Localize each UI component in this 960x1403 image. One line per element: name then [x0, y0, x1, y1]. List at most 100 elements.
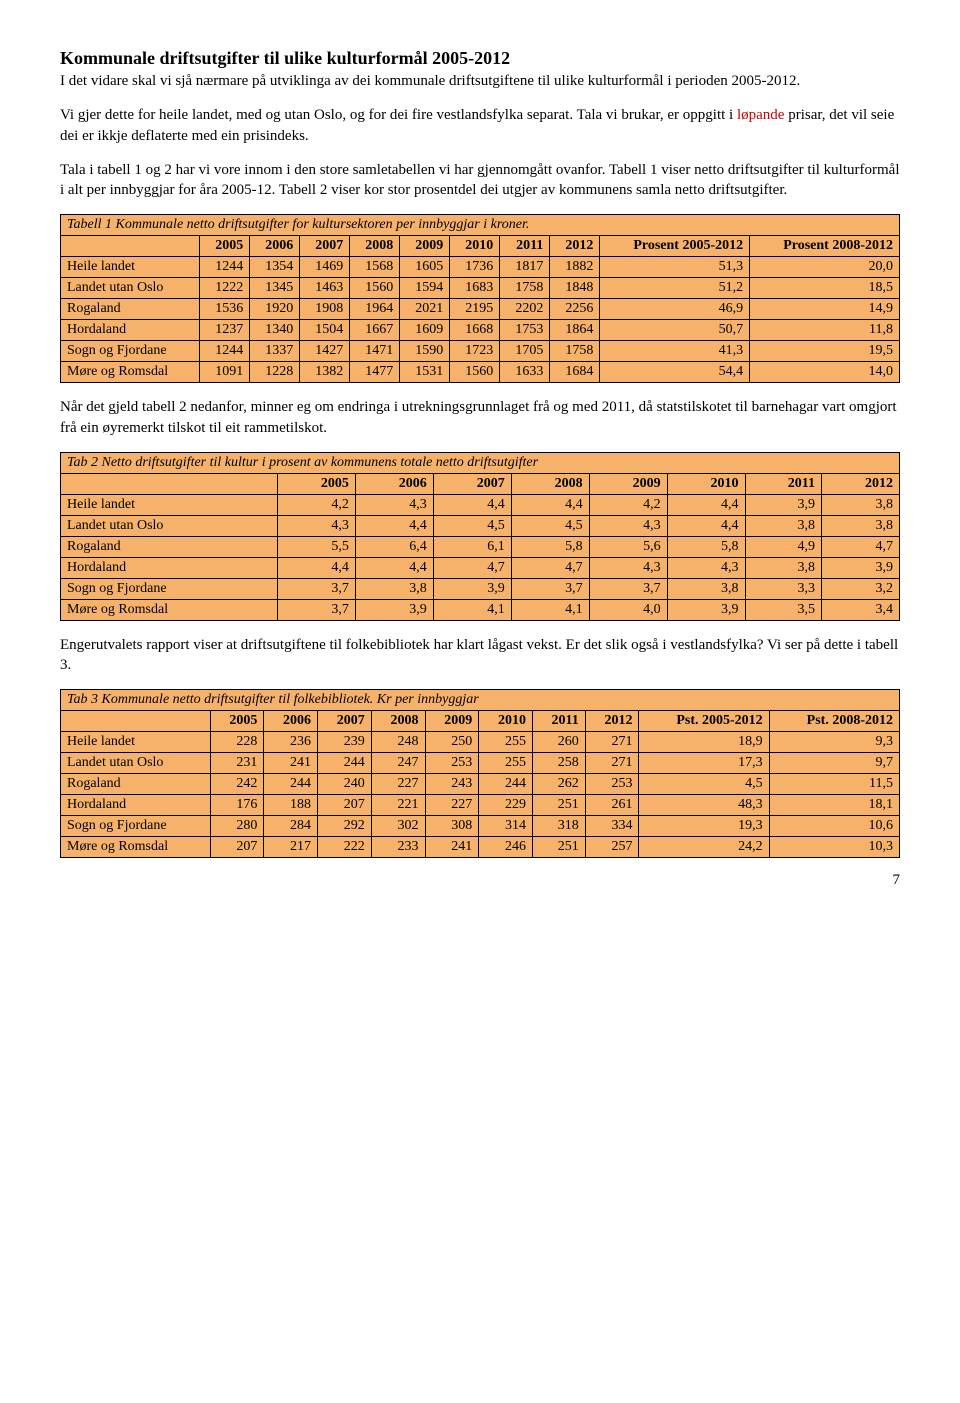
table-2-cell: 6,4 — [355, 536, 433, 557]
table-1-cell: 1354 — [250, 257, 300, 278]
table-2: Tab 2 Netto driftsutgifter til kultur i … — [60, 452, 900, 621]
table-1-cell: 1244 — [200, 341, 250, 362]
table-2-cell: 3,9 — [822, 557, 900, 578]
table-3-cell: 247 — [371, 753, 425, 774]
table-2-header-blank — [61, 473, 278, 494]
table-1-row: Landet utan Oslo122213451463156015941683… — [61, 278, 900, 299]
table-2-row: Landet utan Oslo4,34,44,54,54,34,43,83,8 — [61, 515, 900, 536]
table-3-cell: 257 — [585, 837, 639, 858]
table-3-row-label: Rogaland — [61, 774, 211, 795]
table-2-cell: 4,4 — [277, 557, 355, 578]
table-1-cell: 14,0 — [750, 362, 900, 383]
table-2-year: 2007 — [433, 473, 511, 494]
table-3-cell: 10,3 — [769, 837, 899, 858]
table-3-cell: 233 — [371, 837, 425, 858]
table-3-header-blank — [61, 711, 211, 732]
table-2-caption-row: Tab 2 Netto driftsutgifter til kultur i … — [61, 452, 900, 473]
table-2-cell: 3,7 — [589, 578, 667, 599]
table-3-cell: 255 — [479, 732, 533, 753]
table-1-cell: 1736 — [450, 257, 500, 278]
table-3-caption: Tab 3 Kommunale netto driftsutgifter til… — [61, 690, 900, 711]
table-1-row: Heile landet1244135414691568160517361817… — [61, 257, 900, 278]
table-2-caption: Tab 2 Netto driftsutgifter til kultur i … — [61, 452, 900, 473]
table-1-extra-header: Prosent 2008-2012 — [750, 236, 900, 257]
table-2-cell: 4,4 — [355, 557, 433, 578]
table-2-row: Møre og Romsdal3,73,94,14,14,03,93,53,4 — [61, 599, 900, 620]
table-2-cell: 5,6 — [589, 536, 667, 557]
table-2-cell: 3,8 — [667, 578, 745, 599]
table-2-cell: 3,8 — [822, 494, 900, 515]
table-2-cell: 4,5 — [511, 515, 589, 536]
table-2-year: 2011 — [745, 473, 821, 494]
table-3-cell: 244 — [264, 774, 318, 795]
table-1-row-label: Heile landet — [61, 257, 200, 278]
table-3-cell: 253 — [425, 753, 479, 774]
table-1-cell: 2202 — [500, 299, 550, 320]
table-2-row: Rogaland5,56,46,15,85,65,84,94,7 — [61, 536, 900, 557]
table-3-cell: 221 — [371, 795, 425, 816]
table-3-cell: 11,5 — [769, 774, 899, 795]
table-1-cell: 1463 — [300, 278, 350, 299]
table-1-cell: 1723 — [450, 341, 500, 362]
table-2-cell: 4,2 — [277, 494, 355, 515]
table-3-caption-row: Tab 3 Kommunale netto driftsutgifter til… — [61, 690, 900, 711]
table-1-cell: 14,9 — [750, 299, 900, 320]
table-3-year: 2006 — [264, 711, 318, 732]
table-1-cell: 41,3 — [600, 341, 750, 362]
table-1-cell: 1758 — [500, 278, 550, 299]
table-3-cell: 258 — [532, 753, 585, 774]
table-1-cell: 1531 — [400, 362, 450, 383]
table-2-cell: 5,8 — [511, 536, 589, 557]
table-1-cell: 1345 — [250, 278, 300, 299]
table-2-year: 2005 — [277, 473, 355, 494]
table-1-row: Møre og Romsdal1091122813821477153115601… — [61, 362, 900, 383]
table-3-cell: 24,2 — [639, 837, 769, 858]
table-1-cell: 1337 — [250, 341, 300, 362]
table-1-row: Sogn og Fjordane124413371427147115901723… — [61, 341, 900, 362]
table-3-cell: 19,3 — [639, 816, 769, 837]
table-3-cell: 280 — [210, 816, 264, 837]
table-2-cell: 4,7 — [433, 557, 511, 578]
table-1-cell: 1705 — [500, 341, 550, 362]
table-2-cell: 3,7 — [277, 578, 355, 599]
table-3-cell: 246 — [479, 837, 533, 858]
table-1-extra-header: Prosent 2005-2012 — [600, 236, 750, 257]
table-3-row-label: Landet utan Oslo — [61, 753, 211, 774]
table-2-cell: 3,8 — [745, 557, 821, 578]
table-3-cell: 308 — [425, 816, 479, 837]
table-1-row-label: Møre og Romsdal — [61, 362, 200, 383]
page-title: Kommunale driftsutgifter til ulike kultu… — [60, 48, 900, 69]
mid-paragraph-1: Når det gjeld tabell 2 nedanfor, minner … — [60, 397, 900, 438]
table-1-cell: 54,4 — [600, 362, 750, 383]
table-3-cell: 18,9 — [639, 732, 769, 753]
table-1-row: Rogaland15361920190819642021219522022256… — [61, 299, 900, 320]
table-1-cell: 11,8 — [750, 320, 900, 341]
table-1-cell: 18,5 — [750, 278, 900, 299]
page-number: 7 — [60, 872, 900, 889]
table-2-cell: 4,4 — [355, 515, 433, 536]
table-3-cell: 251 — [532, 795, 585, 816]
table-1: Tabell 1 Kommunale netto driftsutgifter … — [60, 214, 900, 383]
table-2-row-label: Heile landet — [61, 494, 278, 515]
table-1-cell: 1504 — [300, 320, 350, 341]
intro-paragraph-3: Tala i tabell 1 og 2 har vi vore innom i… — [60, 160, 900, 201]
table-1-cell: 1683 — [450, 278, 500, 299]
table-2-cell: 4,7 — [822, 536, 900, 557]
table-3-cell: 334 — [585, 816, 639, 837]
table-1-cell: 1817 — [500, 257, 550, 278]
table-3-cell: 9,3 — [769, 732, 899, 753]
table-2-row: Hordaland4,44,44,74,74,34,33,83,9 — [61, 557, 900, 578]
table-1-cell: 51,3 — [600, 257, 750, 278]
table-1-caption: Tabell 1 Kommunale netto driftsutgifter … — [61, 215, 900, 236]
table-1-header-row: 2005 2006 2007 2008 2009 2010 2011 2012 … — [61, 236, 900, 257]
table-2-cell: 3,3 — [745, 578, 821, 599]
table-1-row-label: Rogaland — [61, 299, 200, 320]
table-2-cell: 3,8 — [745, 515, 821, 536]
table-1-cell: 1536 — [200, 299, 250, 320]
table-1-cell: 19,5 — [750, 341, 900, 362]
table-2-cell: 4,3 — [277, 515, 355, 536]
table-3-cell: 302 — [371, 816, 425, 837]
table-2-cell: 4,5 — [433, 515, 511, 536]
table-3-cell: 17,3 — [639, 753, 769, 774]
table-3-cell: 244 — [479, 774, 533, 795]
